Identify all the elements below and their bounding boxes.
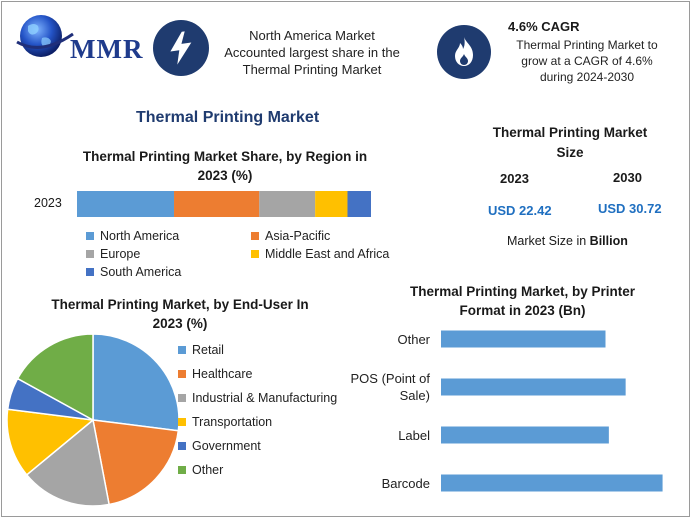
region-legend-label: Middle East and Africa (265, 246, 390, 261)
enduser-legend-item-government: Government (178, 439, 368, 453)
enduser-chart-title: Thermal Printing Market, by End-User In … (30, 295, 330, 333)
globe-logo-icon (16, 15, 74, 57)
pie-slice-industrial-manufacturing (25, 418, 110, 507)
region-chart-title-line2: 2023 (%) (197, 168, 253, 183)
enduser-legend-item-industrial-manufacturing: Industrial & Manufacturing (178, 391, 368, 405)
logo-text: MMR (70, 34, 144, 64)
format-category-labels: Other POS (Point of Sale) Label Barcode (330, 322, 430, 502)
format-category-label-other: Other (330, 331, 430, 348)
format-bar-label (441, 426, 609, 444)
enduser-legend-swatch (178, 442, 186, 450)
format-category-label-line: Barcode (381, 475, 430, 491)
format-category-label-line: Sale) (399, 388, 430, 403)
market-size-title-line1: Thermal Printing Market (492, 125, 648, 140)
region-chart-category-label: 2023 (34, 196, 62, 210)
format-category-label-barcode: Barcode (330, 475, 430, 492)
market-size-note: Market Size in Billion (507, 234, 628, 248)
format-chart-title-line1: Thermal Printing Market, by Printer (409, 284, 636, 299)
region-legend-swatch (86, 231, 94, 240)
region-legend-item-north-america: North America (86, 227, 251, 244)
region-legend-swatch (251, 249, 259, 258)
format-category-label-pos-point-of-sale: POS (Point of Sale) (330, 370, 430, 404)
region-legend-label: Europe (100, 246, 141, 261)
enduser-legend: Retail Healthcare Industrial & Manufacturi… (178, 343, 368, 503)
pie-slice-transportation (6, 408, 95, 476)
market-year-2030: 2030 (613, 170, 642, 185)
market-size-note-unit: Billion (589, 234, 628, 248)
enduser-legend-label: Retail (192, 343, 224, 357)
cagr-line2: grow at a CAGR of 4.6% (521, 54, 653, 68)
region-legend-swatch (86, 249, 94, 258)
cagr-line3: during 2024-2030 (539, 70, 635, 84)
market-size-note-prefix: Market Size in (507, 234, 590, 248)
format-category-label-line: Label (398, 427, 430, 443)
page-title: Thermal Printing Market (136, 109, 320, 126)
region-legend: North America Asia-Pacific Europe Middle Ea… (86, 227, 416, 281)
format-category-label-line: POS (Point of (350, 371, 430, 386)
market-year-2023: 2023 (500, 171, 529, 186)
region-legend-item-asia-pacific: Asia-Pacific (251, 227, 421, 244)
enduser-legend-label: Government (192, 439, 261, 453)
pie-slice-other (16, 333, 94, 422)
market-value-2030: USD 30.72 (598, 201, 662, 216)
cagr-line1: Thermal Printing Market to (516, 38, 658, 52)
market-size-title: Thermal Printing Market Size (470, 123, 670, 163)
enduser-legend-item-healthcare: Healthcare (178, 367, 368, 381)
format-bar-pos-point-of-sale (441, 378, 626, 396)
pie-slice-retail (92, 333, 180, 432)
enduser-legend-item-other: Other (178, 463, 368, 477)
region-legend-label: South America (100, 265, 182, 280)
format-bar-barcode (441, 474, 663, 492)
format-chart-title-line2: Format in 2023 (Bn) (459, 303, 586, 318)
region-bar-segment-europe (259, 191, 316, 217)
cagr-headline: 4.6% CAGR (508, 19, 580, 34)
format-bar-other (441, 330, 606, 348)
format-category-label-label: Label (330, 427, 430, 444)
enduser-chart-title-line1: Thermal Printing Market, by End-User In (51, 297, 309, 312)
lightning-icon (153, 20, 209, 76)
enduser-legend-label: Industrial & Manufacturing (192, 391, 338, 405)
format-chart-title: Thermal Printing Market, by Printer Form… (380, 282, 665, 320)
region-legend-label: North America (100, 228, 180, 243)
cagr-info: 4.6% CAGR Thermal Printing Market to gro… (502, 19, 672, 85)
enduser-legend-item-retail: Retail (178, 343, 368, 357)
format-bar-chart (441, 330, 663, 492)
market-value-2023: USD 22.42 (488, 203, 552, 218)
market-size-title-line2: Size (556, 145, 584, 160)
region-stacked-bar (77, 191, 371, 217)
region-info-line2: Accounted largest share in the (224, 45, 400, 60)
enduser-legend-label: Other (192, 463, 224, 477)
region-chart-title-line1: Thermal Printing Market Share, by Region… (82, 149, 368, 164)
enduser-legend-label: Healthcare (192, 367, 253, 381)
flame-icon (437, 25, 491, 79)
region-legend-item-middle-east-and-africa: Middle East and Africa (251, 245, 421, 262)
enduser-legend-swatch (178, 370, 186, 378)
enduser-legend-label: Transportation (192, 415, 273, 429)
region-chart-title: Thermal Printing Market Share, by Region… (60, 147, 390, 185)
region-legend-swatch (86, 268, 94, 277)
region-bar-segment-asia-pacific (174, 191, 260, 217)
enduser-legend-swatch (178, 346, 186, 354)
enduser-chart-title-line2: 2023 (%) (152, 316, 208, 331)
enduser-legend-item-transportation: Transportation (178, 415, 368, 429)
region-legend-swatch (251, 231, 259, 240)
pie-slice-healthcare (92, 419, 180, 506)
region-legend-item-europe: Europe (86, 245, 251, 262)
region-bar-segment-middle-east-and-africa (315, 191, 348, 217)
region-info-line3: Thermal Printing Market (242, 62, 382, 77)
format-category-label-line: Other (397, 331, 430, 347)
region-info-text: North America Market Accounted largest s… (214, 27, 410, 78)
region-legend-label: Asia-Pacific (265, 228, 331, 243)
region-info-line1: North America Market (249, 28, 375, 43)
enduser-legend-swatch (178, 466, 186, 474)
enduser-legend-swatch (178, 394, 186, 402)
region-legend-item-south-america: South America (86, 264, 251, 281)
enduser-legend-swatch (178, 418, 186, 426)
region-bar-segment-north-america (77, 191, 175, 217)
region-bar-segment-south-america (347, 191, 371, 217)
enduser-pie-chart (6, 333, 180, 507)
